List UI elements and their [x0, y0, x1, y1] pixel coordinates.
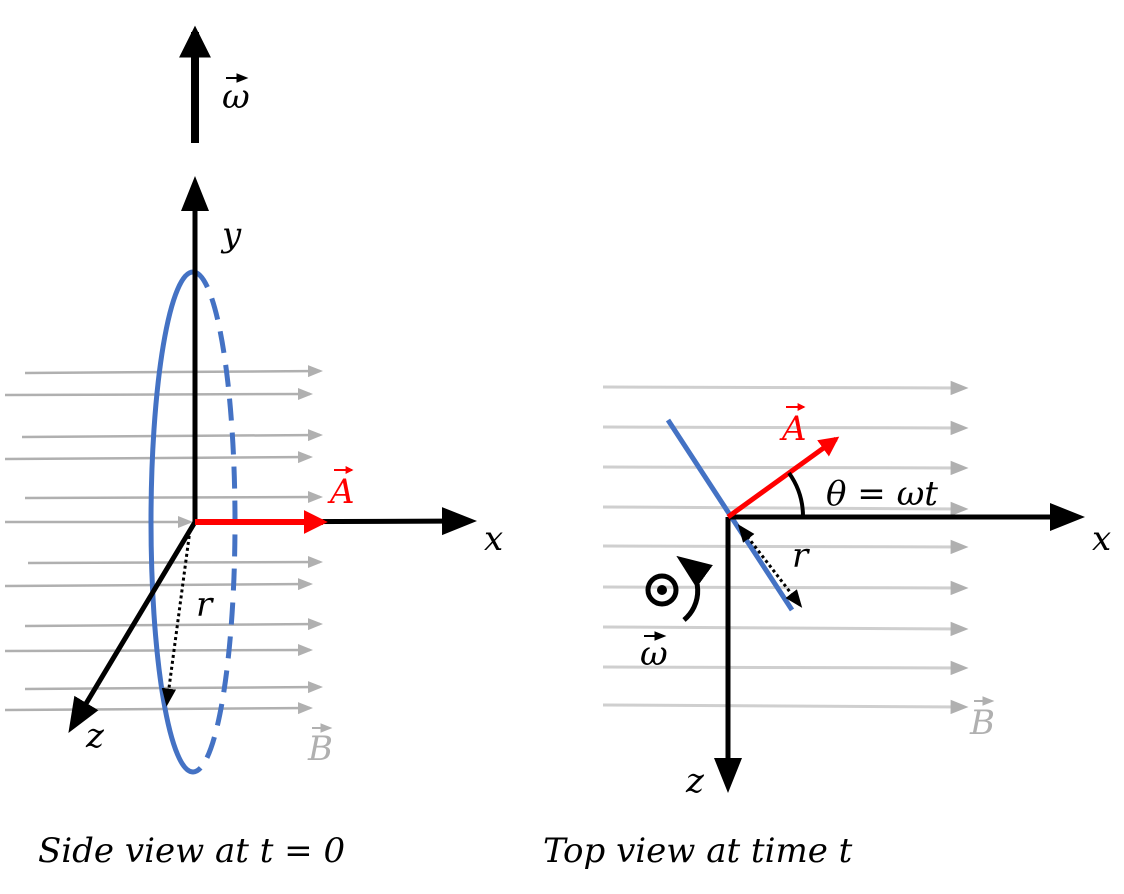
loop-front [148, 269, 194, 775]
rotation-arrow [676, 555, 713, 622]
top-view: A θ = ωt x r ω z B Top view at time t [543, 380, 1111, 871]
omega-dot [657, 585, 667, 595]
z-label: z [85, 716, 105, 756]
area-vector [726, 436, 840, 520]
caption: Top view at time t [543, 831, 853, 871]
z-axis [68, 520, 198, 734]
omega-label: ω [640, 634, 668, 674]
radius [737, 524, 803, 608]
radius [161, 529, 192, 707]
side-view: ω y A x r z B Side view at t = 0 [4, 25, 503, 871]
x-label: x [484, 519, 503, 559]
omega-out-symbol [645, 573, 679, 607]
angle-label: θ = ωt [826, 474, 938, 514]
r-label: r [196, 585, 214, 625]
y-label: y [220, 215, 242, 255]
b-label: B [307, 729, 333, 769]
caption: Side view at t = 0 [38, 831, 345, 871]
b-label: B [969, 703, 995, 743]
omega-label: ω [222, 77, 250, 117]
field-lines [4, 365, 323, 715]
a-label: A [327, 472, 355, 512]
z-label: z [685, 761, 705, 801]
field-lines [602, 380, 969, 715]
a-label: A [779, 409, 807, 449]
x-label: x [1092, 519, 1111, 559]
angle-arc [787, 471, 806, 518]
r-label: r [792, 536, 810, 576]
